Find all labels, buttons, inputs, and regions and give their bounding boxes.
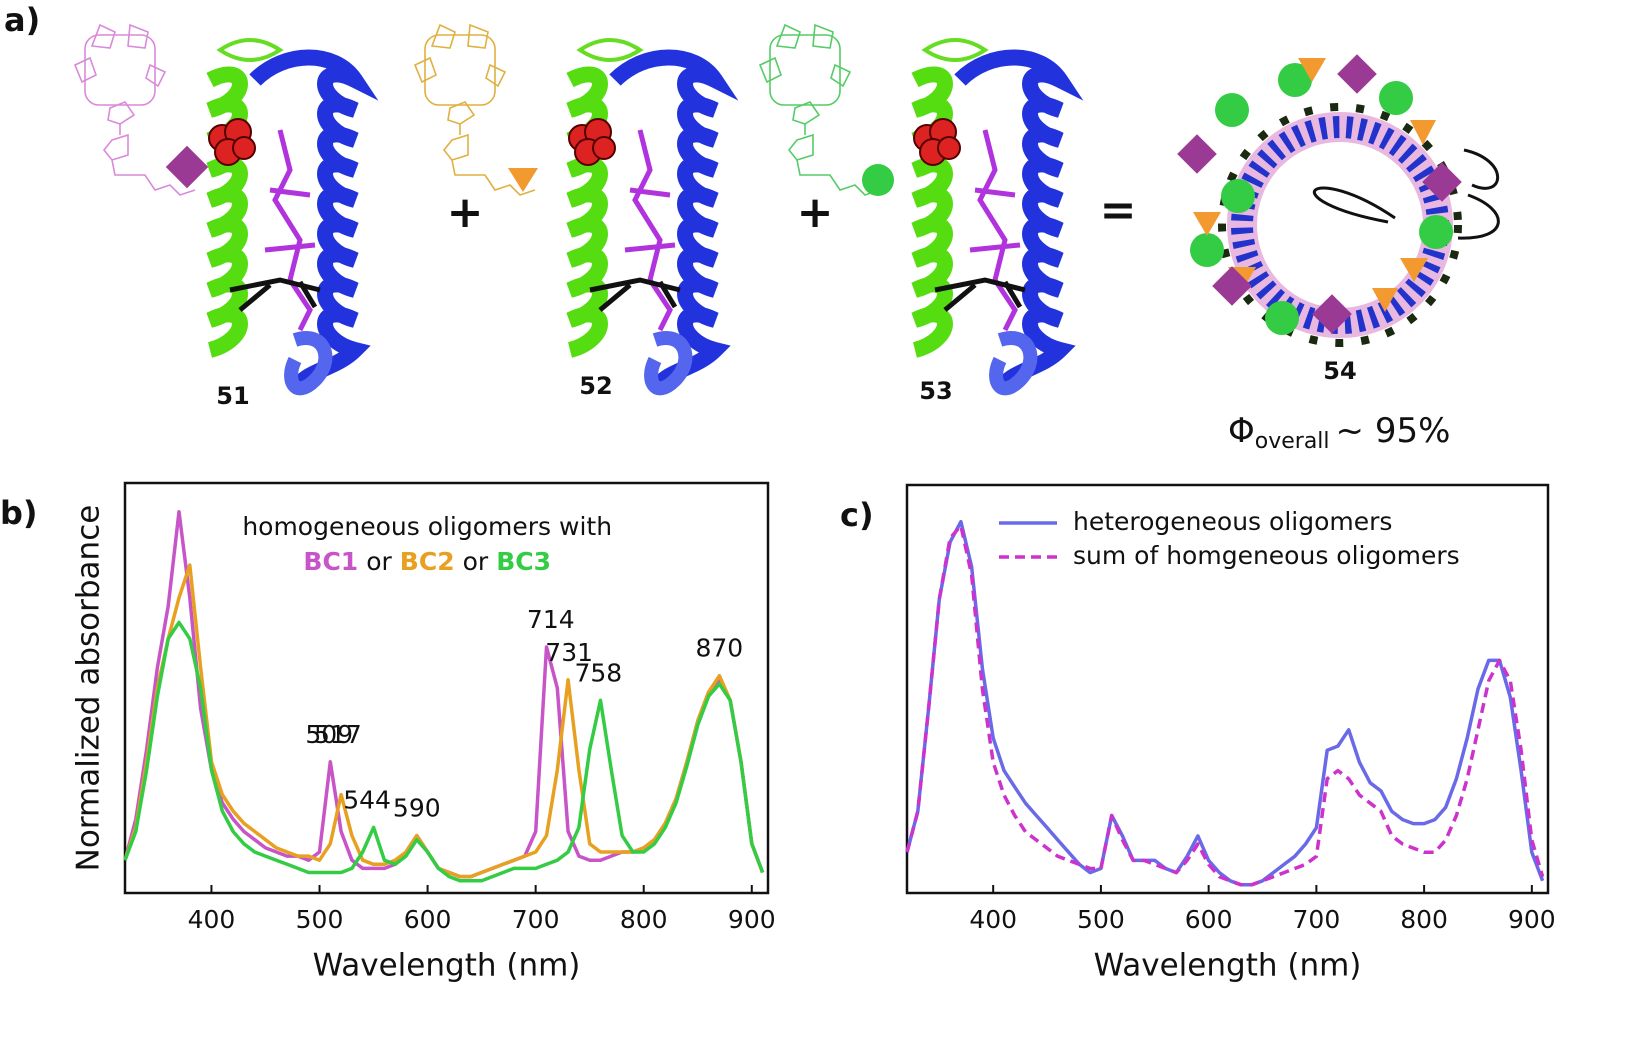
y-axis-label: Normalized absorbance xyxy=(71,505,107,872)
x-tick-label: 400 xyxy=(188,905,236,934)
peak-label: 714 xyxy=(527,605,575,634)
peak-label: 517 xyxy=(314,720,362,749)
phi-symbol: Φ xyxy=(1228,411,1255,451)
peak-label: 731 xyxy=(545,638,593,667)
series-line xyxy=(905,519,1545,887)
legend-separator: or xyxy=(366,547,392,576)
protein xyxy=(560,40,715,390)
panel-label: c) xyxy=(840,496,874,534)
compound-label: 54 xyxy=(1323,357,1356,385)
peak-label: 870 xyxy=(696,634,744,663)
x-tick-label: 900 xyxy=(1508,905,1556,934)
protein xyxy=(905,40,1060,390)
peak-label: 758 xyxy=(574,658,622,687)
x-tick-label: 500 xyxy=(1077,905,1125,934)
x-axis-label: Wavelength (nm) xyxy=(1094,948,1362,984)
x-tick-label: 600 xyxy=(1185,905,1233,934)
compound-label: 52 xyxy=(579,372,612,400)
peak-label: 544 xyxy=(343,785,391,814)
x-tick-label: 400 xyxy=(969,905,1017,934)
series-line xyxy=(123,563,765,879)
operator: = xyxy=(1100,185,1137,236)
series-line xyxy=(123,620,765,883)
x-tick-label: 800 xyxy=(1400,905,1448,934)
x-tick-label: 800 xyxy=(620,905,668,934)
diamond-symbol xyxy=(165,145,209,189)
chromophore-bc3 xyxy=(759,24,881,196)
x-tick-label: 600 xyxy=(404,905,452,934)
legend-entry: sum of homgeneous oligomers xyxy=(1073,541,1460,570)
plot-frame xyxy=(123,481,770,895)
panel-label: b) xyxy=(0,494,38,532)
plot-frame xyxy=(905,483,1550,895)
circle-symbol xyxy=(862,164,894,196)
legend-title: homogeneous oligomers with xyxy=(242,512,612,541)
quantum-yield: Φoverall ~ 95% xyxy=(1228,411,1450,455)
operator: + xyxy=(447,187,484,238)
panel-label: a) xyxy=(4,1,40,39)
triangle-symbol xyxy=(508,168,538,192)
x-tick-label: 900 xyxy=(728,905,776,934)
compound-label: 51 xyxy=(216,382,249,410)
legend-entry: BC1 xyxy=(303,547,358,576)
legend-entry: heterogeneous oligomers xyxy=(1073,507,1392,536)
protein xyxy=(200,40,355,390)
phi-subscript: overall xyxy=(1255,429,1330,454)
compound-label: 53 xyxy=(919,377,952,405)
peak-label: 509 xyxy=(305,720,353,749)
x-axis-label: Wavelength (nm) xyxy=(313,948,581,984)
legend-entry: BC2 xyxy=(400,547,455,576)
operator: + xyxy=(797,187,834,238)
legend-separator: or xyxy=(463,547,489,576)
legend: BC1 or BC2 or BC3 xyxy=(303,547,551,576)
x-tick-label: 700 xyxy=(1293,905,1341,934)
legend-entry: BC3 xyxy=(496,547,551,576)
x-tick-label: 500 xyxy=(296,905,344,934)
series-line xyxy=(905,524,1545,887)
ring-assembly xyxy=(1177,54,1500,347)
x-tick-label: 700 xyxy=(512,905,560,934)
peak-label: 590 xyxy=(393,794,441,823)
phi-value: ~ 95% xyxy=(1336,411,1451,451)
